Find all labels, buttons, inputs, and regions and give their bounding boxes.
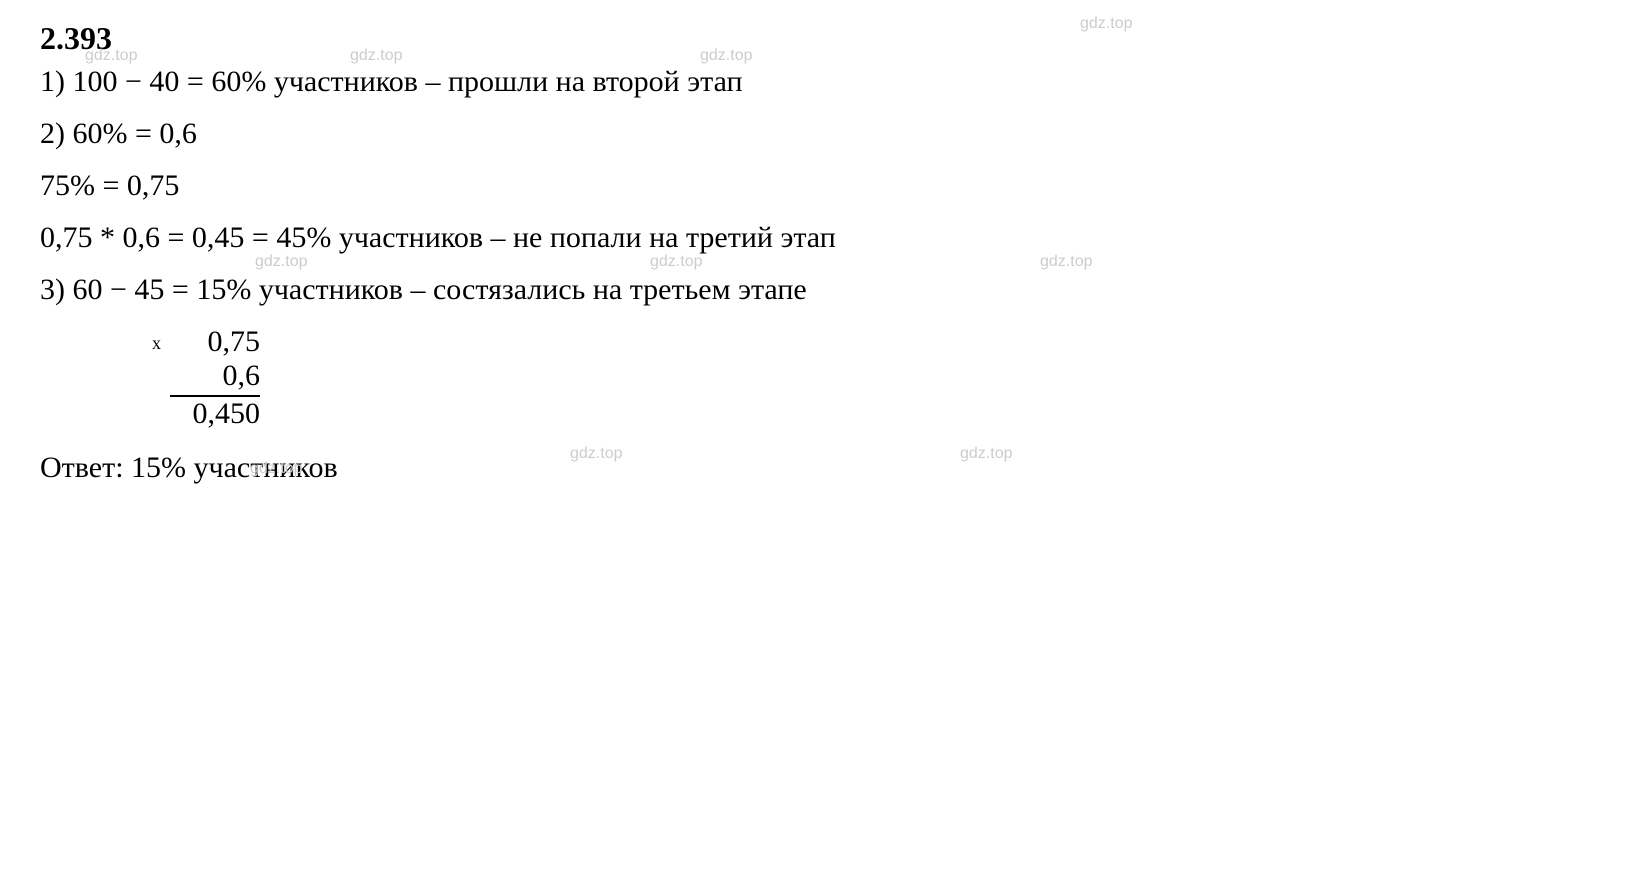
solution-line-4: 0,75 * 0,6 = 0,45 = 45% участников – не …: [40, 221, 1590, 255]
line-5-text: 3) 60 − 45 = 15% участников – состязалис…: [40, 273, 807, 306]
answer-text: Ответ: 15% участников: [40, 451, 338, 484]
line-4-text: 0,75 * 0,6 = 0,45 = 45% участников – не …: [40, 221, 836, 254]
calc-operand-2: 0,6: [170, 359, 260, 393]
problem-number: 2.393: [40, 20, 1590, 57]
calc-result: 0,450: [170, 397, 260, 431]
solution-line-3: 75% = 0,75: [40, 169, 1590, 203]
line-2-text: 2) 60% = 0,6: [40, 117, 197, 150]
calc-operand-1: х 0,75: [170, 325, 260, 359]
line-1-text: 1) 100 − 40 = 60% участников – прошли на…: [40, 65, 743, 98]
operand-1-value: 0,75: [208, 325, 261, 358]
answer-line: Ответ: 15% участников: [40, 451, 1590, 485]
operand-2-value: 0,6: [223, 359, 261, 392]
result-value: 0,450: [193, 397, 261, 430]
solution-line-2: 2) 60% = 0,6: [40, 117, 1590, 151]
multiplication-calculation: х 0,75 0,6 0,450 gdz.top gdz.top gdz.top: [170, 325, 1590, 431]
watermark: gdz.top: [255, 253, 307, 271]
watermark: gdz.top: [1040, 253, 1092, 271]
solution-line-1: gdz.top gdz.top gdz.top 1) 100 − 40 = 60…: [40, 65, 1590, 99]
watermark: gdz.top: [650, 253, 702, 271]
multiplication-sign: х: [152, 333, 161, 354]
solution-line-5: 3) 60 − 45 = 15% участников – состязалис…: [40, 273, 1590, 307]
line-3-text: 75% = 0,75: [40, 169, 179, 202]
